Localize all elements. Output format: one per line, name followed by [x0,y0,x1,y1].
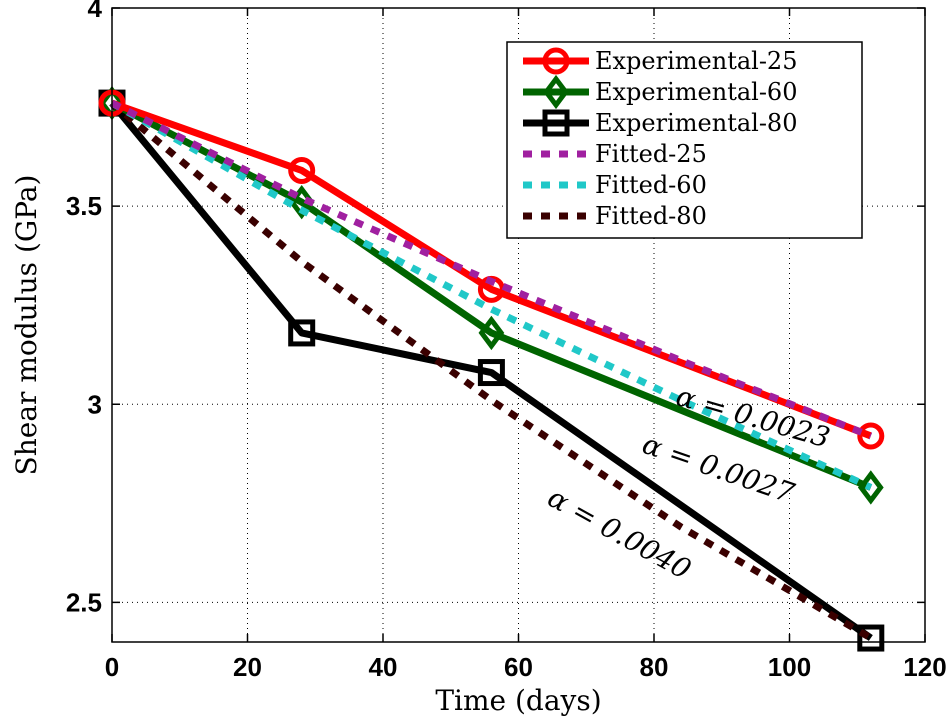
series-layer [98,85,885,652]
legend-marker [542,47,570,75]
series-line [109,100,873,642]
y-tick-label: 2.5 [66,587,102,617]
legend-item: Experimental-60 [523,74,797,110]
x-tick-label: 20 [233,652,262,682]
x-tick-label: 0 [105,652,119,682]
data-point [857,422,885,450]
legend-item: Fitted-80 [523,202,707,230]
x-axis-label: Time (days) [435,684,601,717]
legend-label: Experimental-80 [595,109,797,137]
data-point [288,319,316,347]
legend: Experimental-25 Experimental-60 Experiment… [506,41,863,239]
data-point [857,624,885,652]
series-fitted-80 [109,100,873,642]
legend-label: Fitted-25 [595,140,707,168]
y-tick-label: 4 [88,0,103,23]
series-fitted-25 [110,99,873,440]
legend-marker [543,74,569,110]
legend-item: Fitted-25 [523,140,707,168]
data-point [857,470,884,505]
x-tick-label: 100 [768,652,811,682]
series-fitted-60 [110,100,873,491]
legend-marker [542,109,570,137]
legend-item: Fitted-60 [523,171,707,199]
x-tick-label: 40 [369,652,398,682]
legend-label: Experimental-60 [595,78,797,106]
legend-label: Experimental-25 [595,47,797,75]
data-point [477,359,505,387]
legend-item: Experimental-80 [523,109,797,137]
series-line [110,100,873,491]
series-line [109,100,873,641]
data-point [478,315,505,351]
x-tick-label: 120 [903,652,946,682]
series-line [110,99,873,440]
x-tick-label: 60 [504,652,533,682]
series-line [110,99,873,440]
x-tick-label: 80 [640,652,669,682]
data-point [288,156,316,184]
series-line [110,99,873,491]
y-axis-label: Shear modulus (GPa) [10,175,43,476]
legend-item: Experimental-25 [523,47,797,75]
legend-box [506,41,863,239]
y-tick-label: 3 [88,389,102,419]
y-tick-label: 3.5 [66,191,102,221]
legend-label: Fitted-60 [595,171,707,199]
legend-label: Fitted-80 [595,202,707,230]
tick-layer: 0 20 40 60 80 100 120 2.5 3 3.5 4 [66,0,947,682]
